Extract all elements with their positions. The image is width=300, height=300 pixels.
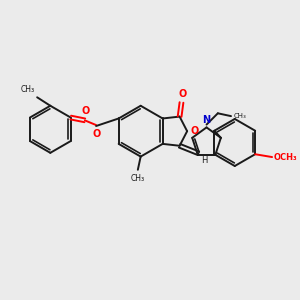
Text: O: O xyxy=(82,106,90,116)
Text: O: O xyxy=(191,126,199,136)
Text: O: O xyxy=(93,129,101,139)
Text: OCH₃: OCH₃ xyxy=(274,153,298,162)
Text: N: N xyxy=(202,115,211,124)
Text: CH₃: CH₃ xyxy=(234,113,247,119)
Text: H: H xyxy=(201,156,208,165)
Text: CH₃: CH₃ xyxy=(131,173,145,182)
Text: O: O xyxy=(178,89,187,99)
Text: CH₃: CH₃ xyxy=(20,85,34,94)
